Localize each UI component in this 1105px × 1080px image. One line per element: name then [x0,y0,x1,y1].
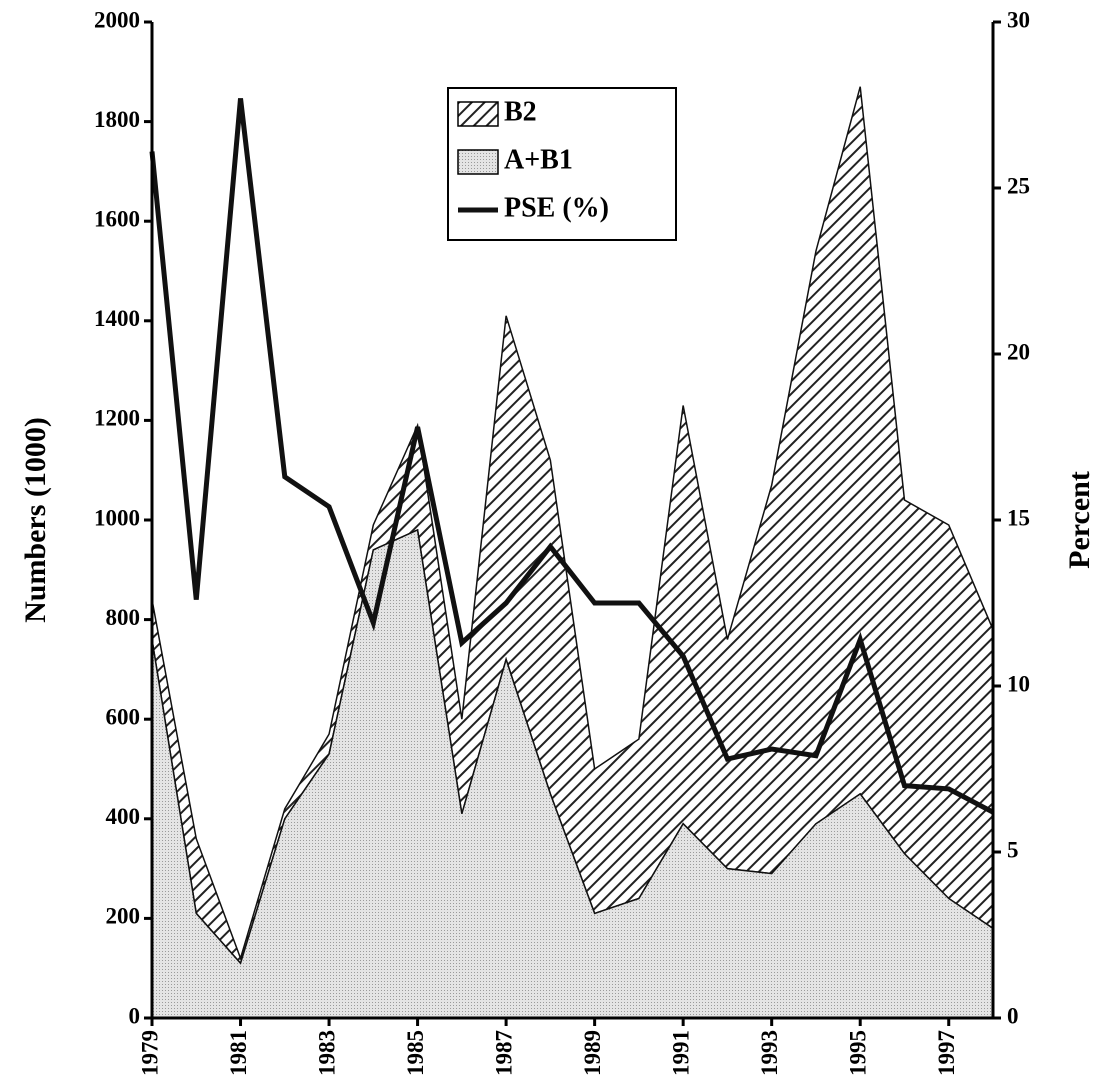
line [149,98,995,815]
x-tick-label: 1997 [934,1030,959,1076]
x-tick-label: 1981 [226,1030,251,1076]
y2-tick-label: 25 [1007,173,1030,198]
x-tick-label: 1989 [580,1030,605,1076]
y-tick-label: 200 [106,904,141,929]
y2-tick-label: 30 [1007,7,1030,32]
y-tick-label: 2000 [94,7,140,32]
legend: B2 A+B1 PSE (%) [447,87,677,241]
y2-axis-title: Percent [1063,471,1096,569]
y-tick-label: 1600 [94,206,140,231]
y-tick-label: 1800 [94,107,140,132]
x-tick-label: 1995 [845,1030,870,1076]
x-tick-label: 1993 [757,1030,782,1076]
x-tick-label: 1991 [668,1030,693,1076]
x-tick-label: 1983 [314,1030,339,1076]
y-tick-label: 600 [106,704,141,729]
x-tick-label: 1987 [491,1030,516,1076]
y2-tick-label: 10 [1007,671,1030,696]
y-tick-label: 0 [129,1003,141,1028]
y-tick-label: 800 [106,605,141,630]
x-tick-label: 1985 [403,1030,428,1076]
legend-label: A+B1 [504,144,573,175]
y2-tick-label: 15 [1007,505,1030,530]
legend-label: B2 [504,96,537,127]
y-tick-label: 400 [106,804,141,829]
y-axis-title: Numbers (1000) [19,417,52,623]
y2-tick-label: 5 [1007,837,1019,862]
y2-tick-label: 0 [1007,1003,1019,1028]
legend-swatch [457,101,499,127]
legend-swatch [457,149,499,175]
y-tick-label: 1400 [94,306,140,331]
y-tick-label: 1000 [94,505,140,530]
x-tick-label: 1979 [137,1030,162,1076]
y2-tick-label: 20 [1007,339,1030,364]
y-tick-label: 1200 [94,406,140,431]
legend-label: PSE (%) [504,192,609,223]
